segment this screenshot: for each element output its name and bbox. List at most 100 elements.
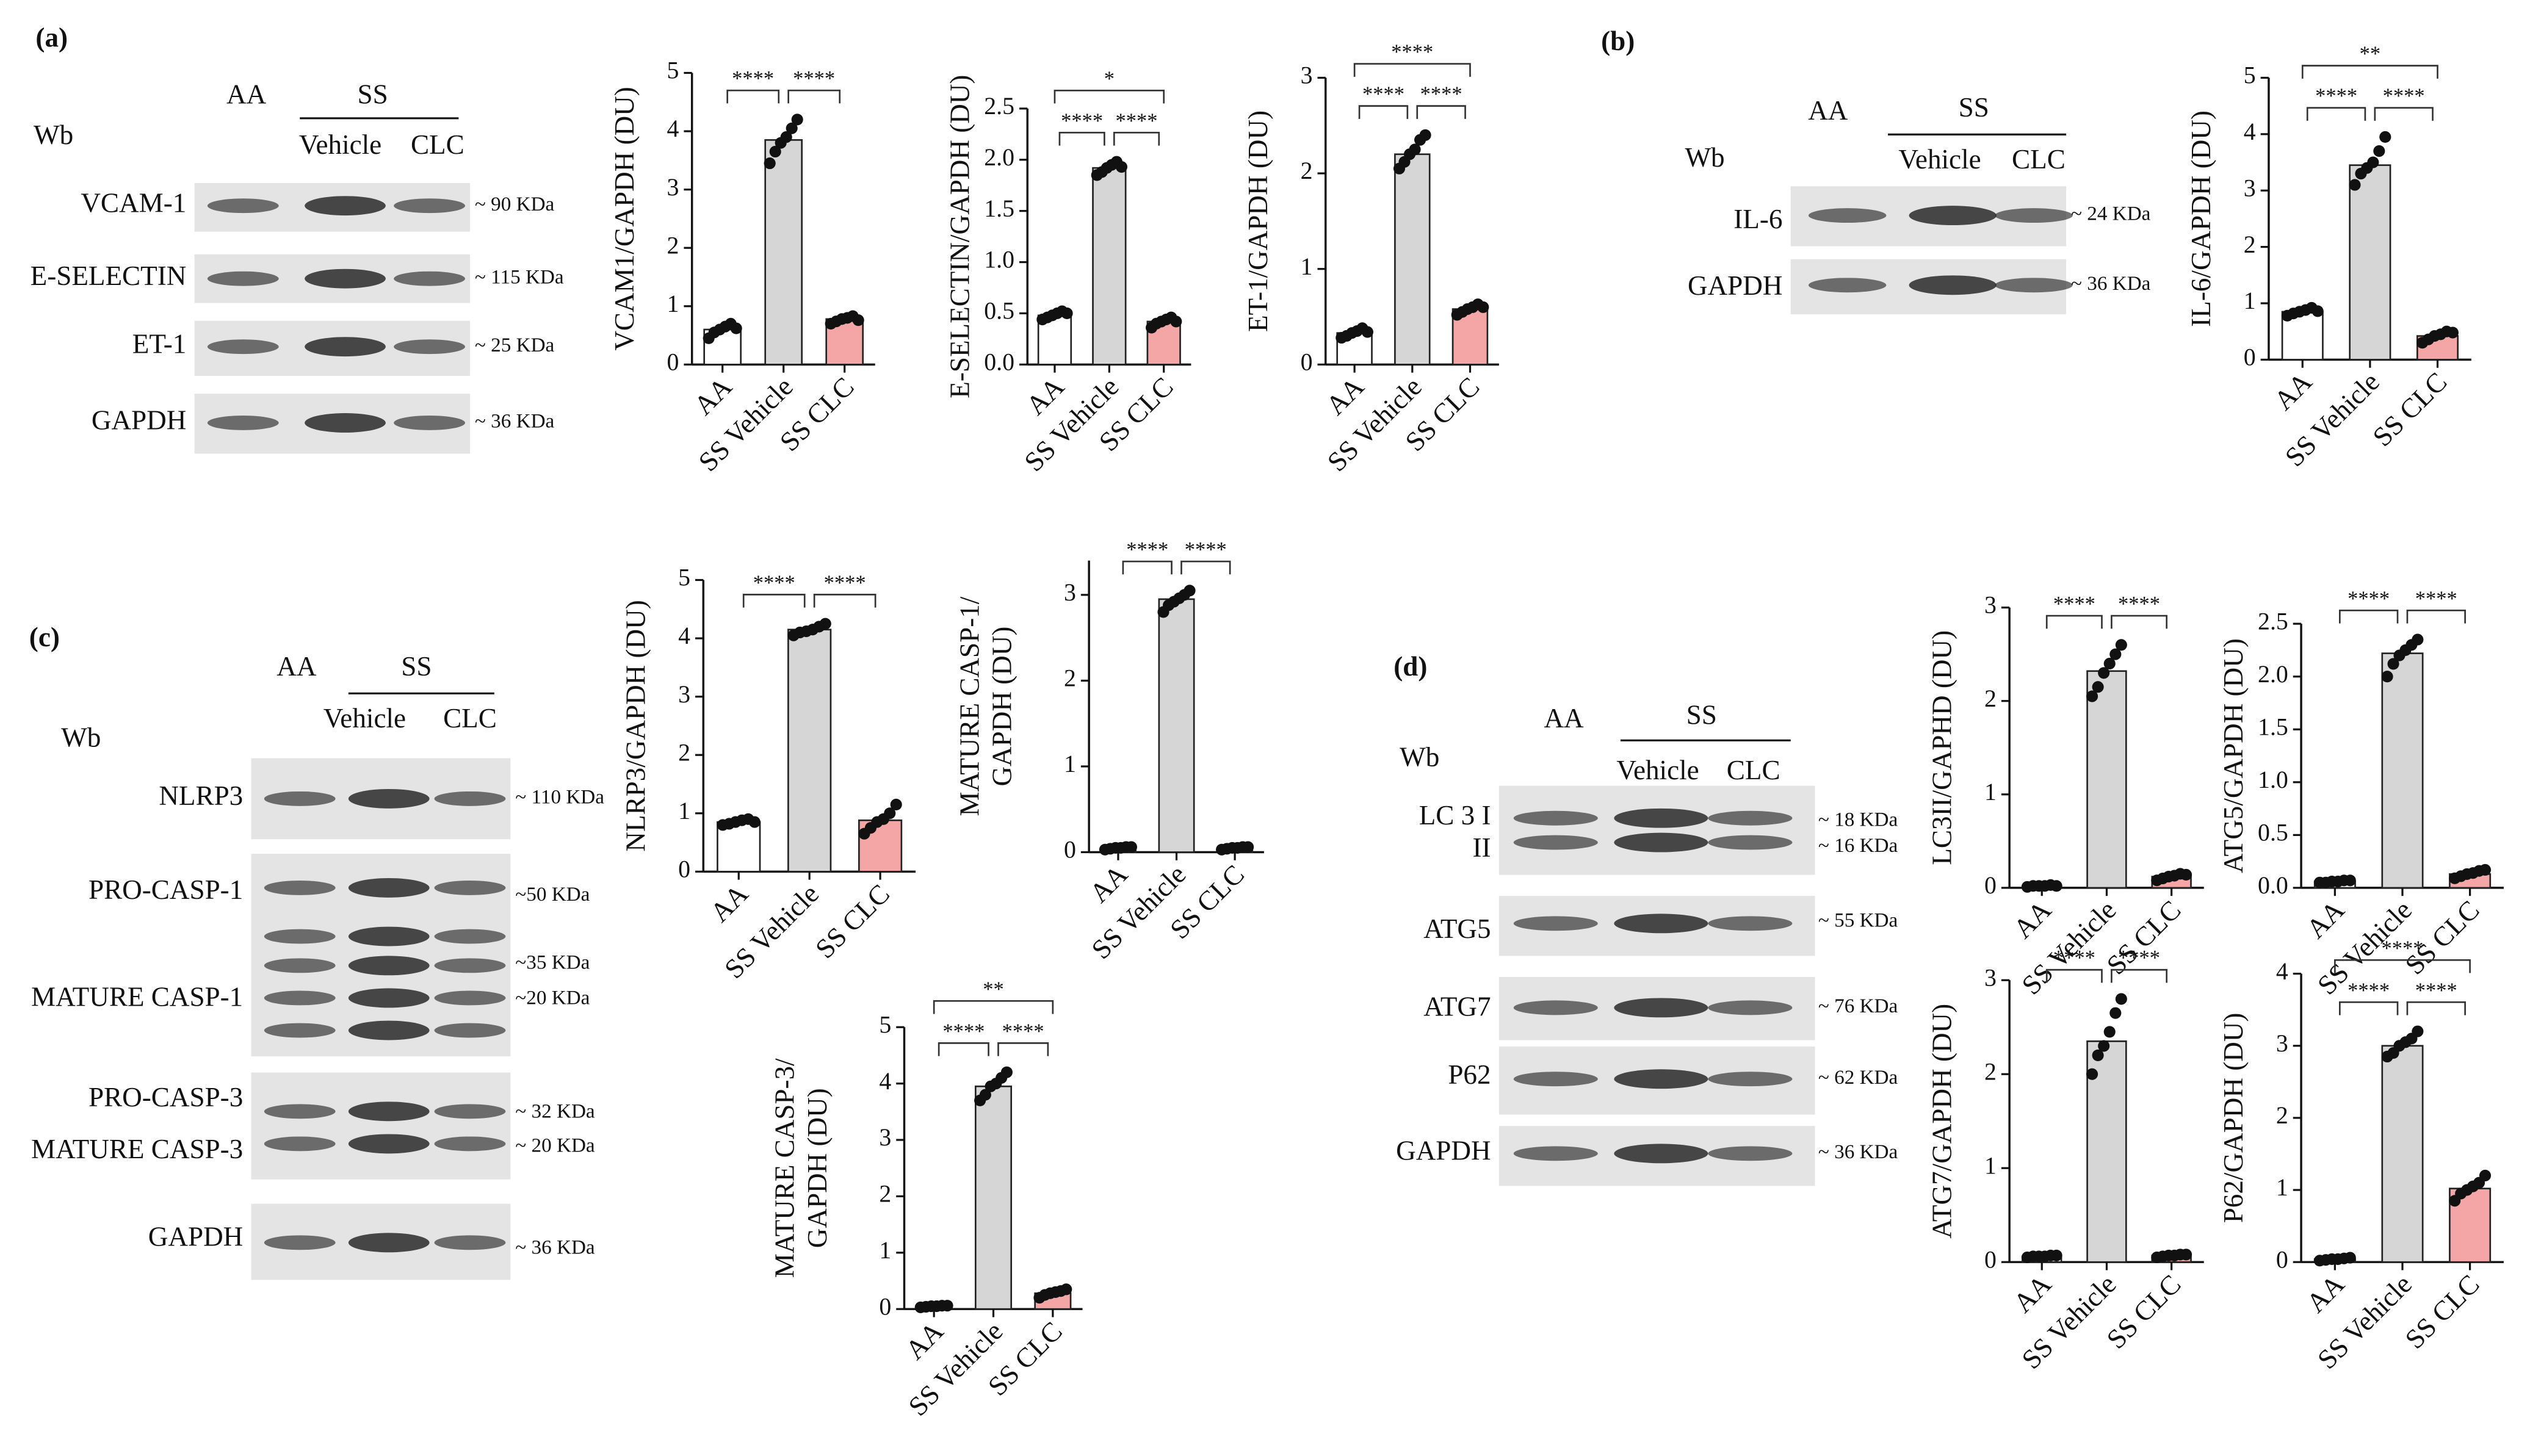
protein-label: E-SELECTIN: [31, 261, 187, 291]
data-point: [1000, 1066, 1013, 1078]
blot-band: [1513, 1072, 1598, 1087]
data-point: [2387, 658, 2399, 670]
blot-band: [434, 929, 506, 944]
significance-bracket: [2338, 610, 2399, 624]
blot-band: [305, 413, 386, 433]
data-point: [2086, 1068, 2098, 1080]
data-point: [941, 1300, 953, 1312]
data-point: [2092, 681, 2104, 693]
group-label: AA: [1544, 703, 1584, 733]
significance-label: ****: [1061, 109, 1103, 132]
bar: [1158, 598, 1195, 853]
y-tick-label: 4: [2276, 958, 2288, 985]
protein-label: NLRP3: [159, 780, 243, 811]
group-label: SS: [1686, 700, 1717, 730]
data-point: [2412, 633, 2424, 646]
significance-label: ****: [2118, 946, 2160, 970]
y-tick-label: 1: [1984, 1152, 1997, 1179]
significance-bracket: [2111, 968, 2168, 983]
y-tick-label: 0: [879, 1293, 891, 1320]
kda-label: ~ 110 KDa: [515, 785, 604, 808]
y-tick-label: 0: [1301, 349, 1313, 376]
y-tick-label: 2: [678, 739, 690, 766]
y-tick-label: 1: [2276, 1174, 2288, 1201]
data-point: [2412, 1025, 2424, 1037]
data-point: [1242, 841, 1254, 853]
protein-label: GAPDH: [92, 405, 186, 435]
y-axis-title: LC3II/GAPHD (DU): [1926, 630, 1957, 865]
blot-band: [1909, 206, 1997, 226]
data-point: [2479, 1169, 2492, 1181]
significance-bracket: [1358, 105, 1409, 119]
significance-bracket: [933, 1000, 1054, 1014]
data-point: [2050, 1249, 2062, 1261]
y-axis-title: E-SELECTIN/GAPDH (DU): [944, 75, 975, 398]
protein-label: P62: [1448, 1059, 1491, 1090]
y-tick-label: 0: [667, 349, 679, 376]
significance-label: ****: [2315, 85, 2357, 108]
bar: [1092, 167, 1127, 366]
data-point: [2349, 179, 2361, 191]
significance-label: ****: [2053, 946, 2095, 970]
significance-bracket: [1353, 63, 1471, 77]
blot-band: [305, 268, 386, 289]
significance-label: ****: [793, 67, 835, 90]
y-tick-label: 2: [1301, 157, 1313, 184]
blot-band: [348, 1233, 430, 1253]
significance-label: ****: [942, 1020, 985, 1043]
significance-bracket: [726, 89, 780, 104]
significance-bracket: [2338, 1001, 2399, 1015]
blot-band: [207, 198, 279, 214]
kda-label: ~50 KDa: [515, 883, 590, 906]
y-tick-label: 2: [1064, 665, 1076, 692]
y-axis-title: ATG7/GAPDH (DU): [1926, 1004, 1957, 1239]
protein-label: MATURE CASP-1: [31, 981, 243, 1012]
data-point: [1419, 129, 1431, 141]
y-axis-title: P62/GAPDH (DU): [2218, 1013, 2249, 1224]
blot-band: [1708, 916, 1793, 931]
bar: [974, 1085, 1013, 1310]
kda-label: ~ 18 KDa: [1818, 809, 1898, 831]
y-tick-label: 3: [2244, 175, 2256, 201]
protein-label: LC 3 I: [1419, 800, 1491, 831]
blot-band: [348, 1101, 430, 1122]
y-tick-label: 0: [2276, 1246, 2288, 1273]
y-tick-label: 2.0: [2258, 661, 2288, 688]
subgroup-label: CLC: [443, 703, 497, 733]
y-tick-label: 0.5: [2258, 819, 2288, 846]
blot-band: [264, 1235, 336, 1250]
blot-band: [1708, 1146, 1793, 1161]
data-point: [1477, 301, 1489, 313]
y-tick-label: 3: [2276, 1030, 2288, 1057]
blot-band: [348, 988, 430, 1008]
y-tick-label: 0.0: [984, 349, 1014, 376]
significance-bracket: [1122, 560, 1173, 575]
y-tick-label: 5: [667, 57, 679, 84]
kda-label: ~ 20 KDa: [515, 1134, 595, 1156]
y-tick-label: 1: [1984, 779, 1997, 805]
significance-label: ****: [1420, 83, 1462, 106]
data-point: [2115, 993, 2127, 1005]
data-point: [2373, 145, 2385, 157]
data-point: [2109, 648, 2122, 660]
wb-label: Wb: [34, 120, 73, 150]
bar: [2349, 164, 2391, 361]
data-point: [2103, 1026, 2116, 1038]
data-point: [786, 122, 798, 134]
subgroup-label: CLC: [1727, 755, 1780, 785]
blot-band: [305, 196, 386, 216]
data-point: [2367, 156, 2379, 168]
kda-label: ~ 32 KDa: [515, 1100, 595, 1123]
y-tick-label: 0: [678, 856, 690, 883]
blot-band: [207, 271, 279, 286]
blot-band: [1808, 278, 1887, 293]
kda-label: ~ 36 KDa: [475, 410, 555, 433]
significance-label: ****: [1185, 538, 1227, 561]
significance-label: **: [2360, 43, 2381, 66]
data-point: [730, 322, 742, 334]
data-point: [2379, 131, 2391, 143]
kda-label: ~ 36 KDa: [2071, 272, 2151, 295]
blot-band: [434, 880, 506, 895]
blot-band: [1808, 208, 1887, 223]
data-point: [1125, 841, 1137, 853]
